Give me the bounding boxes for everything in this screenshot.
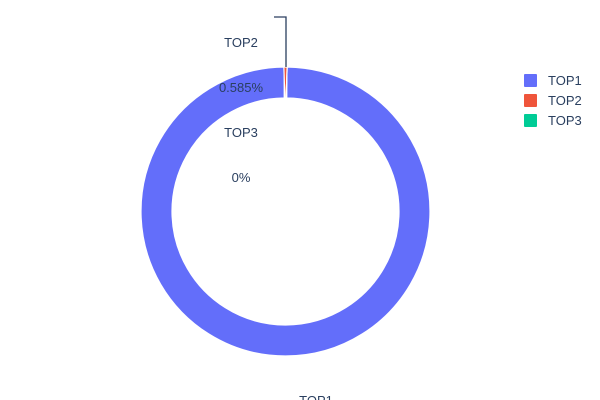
legend-label-top1: TOP1 bbox=[548, 72, 582, 88]
legend-item-top2[interactable]: TOP2 bbox=[524, 90, 596, 110]
legend-item-top1[interactable]: TOP1 bbox=[524, 70, 596, 90]
slice-label-top3-name: TOP3 bbox=[224, 125, 258, 140]
legend-item-top3[interactable]: TOP3 bbox=[524, 110, 596, 130]
slice-label-top1: TOP1 99.4% bbox=[276, 363, 356, 400]
slice-label-top1-name: TOP1 bbox=[276, 393, 356, 400]
leader-line bbox=[274, 16, 287, 67]
legend-label-top3: TOP3 bbox=[548, 112, 582, 128]
legend-label-top2: TOP2 bbox=[548, 92, 582, 108]
slice-top3[interactable] bbox=[285, 66, 288, 99]
leader-line-top-labels bbox=[274, 16, 287, 67]
legend: TOP1 TOP2 TOP3 bbox=[524, 70, 596, 130]
slice-label-top3-percent: 0% bbox=[231, 170, 251, 185]
slice-label-top2-top3: TOP2 0.585% TOP3 0% bbox=[206, 5, 276, 215]
donut-slices bbox=[140, 66, 431, 357]
slice-top1[interactable] bbox=[140, 66, 431, 357]
slice-label-top2-name: TOP2 bbox=[224, 35, 258, 50]
legend-swatch-icon-top1 bbox=[524, 73, 537, 87]
slice-label-top2-percent: 0.585% bbox=[218, 80, 264, 95]
legend-swatch-icon-top3 bbox=[524, 113, 537, 127]
legend-swatch-icon-top2 bbox=[524, 93, 537, 107]
